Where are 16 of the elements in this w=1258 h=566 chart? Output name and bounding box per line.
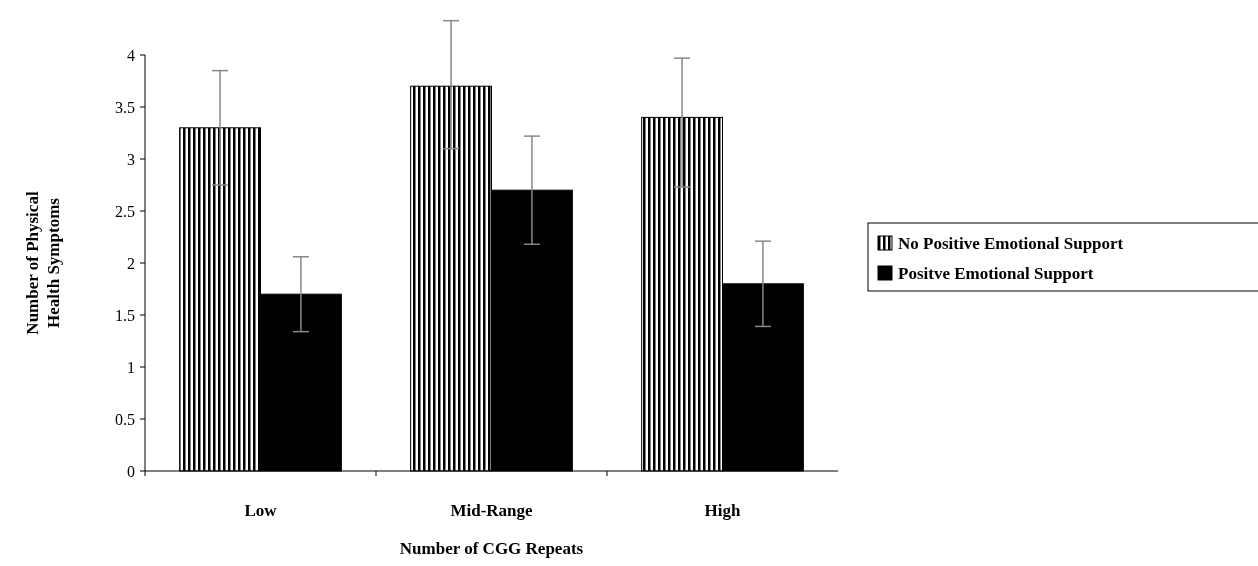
x-axis-title: Number of CGG Repeats — [399, 539, 584, 558]
x-tick-label: Low — [244, 501, 278, 520]
y-tick-label: 1 — [127, 358, 135, 376]
y-axis-title: Number of Physical Health Symptoms — [23, 191, 63, 335]
x-tick-label: High — [704, 501, 741, 520]
y-tick-label: 2 — [127, 254, 135, 272]
y-tick-label: 0.5 — [115, 410, 135, 428]
y-tick-label: 0 — [127, 462, 135, 480]
y-tick-label: 1.5 — [115, 306, 135, 324]
legend-label: Positve Emotional Support — [898, 263, 1094, 283]
x-tick-label: Mid-Range — [450, 501, 534, 520]
y-tick-label: 3 — [127, 150, 135, 168]
y-tick-label: 2.5 — [115, 202, 135, 220]
legend-label: No Positive Emotional Support — [898, 233, 1124, 253]
y-tick-label: 3.5 — [115, 98, 135, 116]
y-tick-label: 4 — [127, 46, 135, 64]
